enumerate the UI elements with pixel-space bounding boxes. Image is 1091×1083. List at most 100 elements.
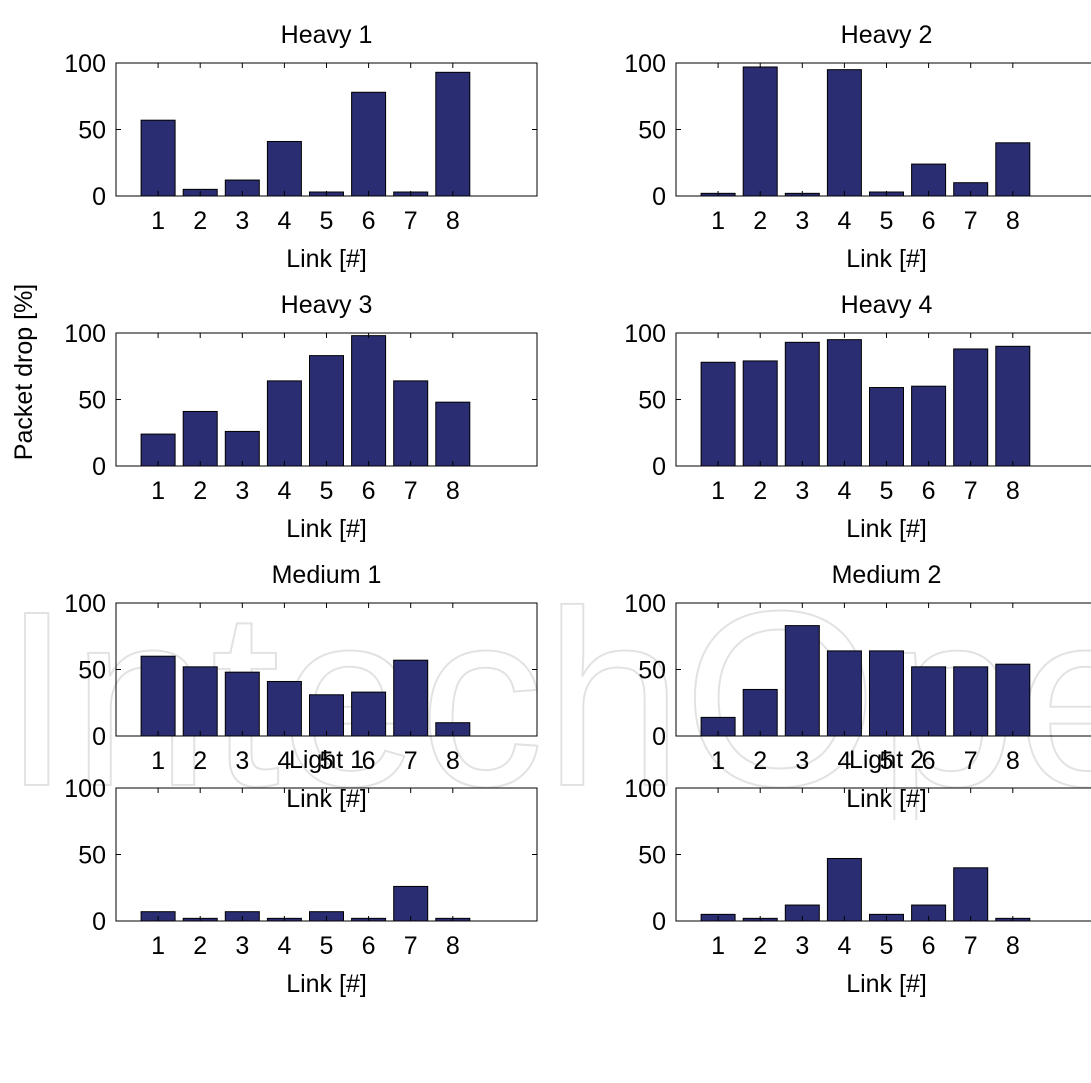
chart-2-xtick-label-7: 7 <box>964 207 978 235</box>
chart-1-title: Heavy 1 <box>281 21 373 49</box>
chart-3-bar-1 <box>140 433 176 467</box>
chart-4-ytick-label-3: 100 <box>624 320 666 348</box>
chart-3-xtick-label-6: 6 <box>362 477 376 505</box>
chart-6-xtick-label-1: 1 <box>711 747 725 775</box>
chart-5-ytick-label-3: 100 <box>64 590 106 618</box>
chart-6-title: Medium 2 <box>832 561 942 589</box>
chart-5-bar-1 <box>140 655 176 737</box>
chart-3-bar-4 <box>266 380 302 467</box>
chart-3-xtick-label-8: 8 <box>446 477 460 505</box>
chart-3-title: Heavy 3 <box>281 291 373 319</box>
chart-5-bar-2 <box>182 666 218 737</box>
chart-7-bar-7 <box>393 885 429 922</box>
chart-5-ytick-label-1: 0 <box>92 723 106 751</box>
chart-1-xlabel: Link [#] <box>286 245 367 273</box>
chart-2-bar-2 <box>742 66 778 197</box>
chart-7-xtick-label-6: 6 <box>362 932 376 960</box>
chart-6-xtick-label-8: 8 <box>1006 747 1020 775</box>
chart-7-ytick-label-2: 50 <box>78 842 106 870</box>
chart-8-xtick-label-8: 8 <box>1006 932 1020 960</box>
chart-1-xtick-label-8: 8 <box>446 207 460 235</box>
chart-8-xtick-label-7: 7 <box>964 932 978 960</box>
chart-8-xtick-label-6: 6 <box>922 932 936 960</box>
chart-8-xtick-label-4: 4 <box>837 932 851 960</box>
chart-6-xtick-label-6: 6 <box>922 747 936 775</box>
chart-7-title: Light 1 <box>289 746 364 774</box>
chart-2-xtick-label-6: 6 <box>922 207 936 235</box>
chart-2-xlabel: Link [#] <box>846 245 927 273</box>
chart-4-ytick-label-1: 0 <box>652 453 666 481</box>
chart-2-xtick-label-1: 1 <box>711 207 725 235</box>
chart-1-bar-8 <box>435 71 471 197</box>
chart-1-ytick-label-1: 0 <box>92 183 106 211</box>
chart-2-bar-6 <box>911 163 947 197</box>
chart-6-xtick-label-3: 3 <box>795 747 809 775</box>
chart-3-bar-2 <box>182 410 218 467</box>
chart-7-xtick-label-5: 5 <box>320 932 334 960</box>
chart-1-xtick-label-3: 3 <box>235 207 249 235</box>
chart-3-xtick-label-2: 2 <box>193 477 207 505</box>
chart-6-bar-6 <box>911 666 947 737</box>
chart-3-xlabel: Link [#] <box>286 515 367 543</box>
chart-3-xtick-label-3: 3 <box>235 477 249 505</box>
chart-5-ytick-label-2: 50 <box>78 657 106 685</box>
chart-1-bar-1 <box>140 119 176 197</box>
chart-8-xtick-label-3: 3 <box>795 932 809 960</box>
chart-4-bar-3 <box>784 341 820 467</box>
chart-7-ytick-label-1: 0 <box>92 908 106 936</box>
chart-2-title: Heavy 2 <box>841 21 933 49</box>
chart-5-bar-6 <box>351 691 387 737</box>
chart-7-xtick-label-8: 8 <box>446 932 460 960</box>
chart-6-bar-2 <box>742 688 778 737</box>
chart-7-xtick-label-7: 7 <box>404 932 418 960</box>
chart-3: Heavy 3 1 2 3 4 5 6 7 8 0 50 100 Link [#] <box>64 291 538 543</box>
chart-1-bar-6 <box>351 91 387 197</box>
chart-3-ytick-label-2: 50 <box>78 387 106 415</box>
chart-4-bar-5 <box>869 387 904 467</box>
chart-2-xtick-label-8: 8 <box>1006 207 1020 235</box>
chart-6-bar-4 <box>826 650 862 737</box>
chart-4-xtick-label-8: 8 <box>1006 477 1020 505</box>
chart-5-bar-4 <box>266 680 302 737</box>
chart-8-bar-4 <box>826 857 862 922</box>
chart-3-bar-3 <box>224 430 260 467</box>
chart-6-ytick-label-2: 50 <box>638 657 666 685</box>
chart-2-ytick-label-2: 50 <box>638 117 666 145</box>
chart-5-bar-7 <box>393 659 429 737</box>
chart-3-bar-7 <box>393 380 429 467</box>
chart-8-xtick-label-1: 1 <box>711 932 725 960</box>
chart-2-xtick-label-3: 3 <box>795 207 809 235</box>
chart-4-xtick-label-7: 7 <box>964 477 978 505</box>
chart-1-ytick-label-2: 50 <box>78 117 106 145</box>
chart-3-ytick-label-1: 0 <box>92 453 106 481</box>
chart-6-ytick-label-1: 0 <box>652 723 666 751</box>
shared-y-axis-label: Packet drop [%] <box>10 284 38 460</box>
chart-6-xtick-label-7: 7 <box>964 747 978 775</box>
chart-4-title: Heavy 4 <box>841 291 933 319</box>
chart-1-bar-4 <box>266 140 302 197</box>
chart-8-bar-7 <box>953 867 989 922</box>
chart-5-xtick-label-2: 2 <box>193 747 207 775</box>
chart-4: Heavy 4 1 2 3 4 5 6 7 8 0 50 100 Link [#] <box>624 291 1091 543</box>
chart-4-bar-8 <box>995 345 1031 467</box>
chart-4-xlabel: Link [#] <box>846 515 927 543</box>
chart-3-ytick-label-3: 100 <box>64 320 106 348</box>
chart-3-xtick-label-7: 7 <box>404 477 418 505</box>
chart-5-bar-5 <box>309 694 344 737</box>
chart-5-xtick-label-4: 4 <box>277 747 291 775</box>
chart-3-bar-6 <box>351 335 387 467</box>
chart-4-xtick-label-3: 3 <box>795 477 809 505</box>
chart-8-title: Light 2 <box>849 746 924 774</box>
chart-1-xtick-label-4: 4 <box>277 207 291 235</box>
chart-8-xtick-label-5: 5 <box>880 932 894 960</box>
chart-4-xtick-label-1: 1 <box>711 477 725 505</box>
chart-8-ytick-label-3: 100 <box>624 775 666 803</box>
chart-4-bar-4 <box>826 339 862 467</box>
chart-5-bar-3 <box>224 671 260 737</box>
chart-6-xtick-label-4: 4 <box>837 747 851 775</box>
chart-8-ytick-label-1: 0 <box>652 908 666 936</box>
chart-3-bar-8 <box>435 401 471 467</box>
